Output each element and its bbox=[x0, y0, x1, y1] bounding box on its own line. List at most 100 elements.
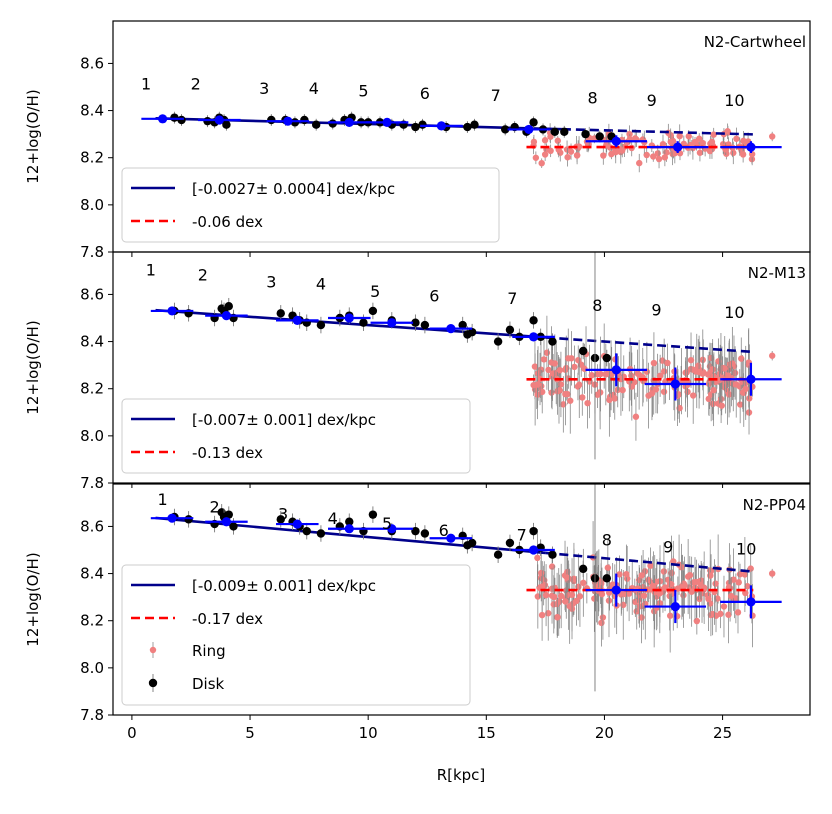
ring-point bbox=[530, 138, 538, 146]
disk-point bbox=[578, 346, 588, 356]
ring-number-label: 3 bbox=[266, 272, 276, 291]
ring-point bbox=[600, 152, 607, 159]
ring-point bbox=[695, 362, 702, 369]
ring-point bbox=[534, 593, 542, 600]
ring-point bbox=[719, 364, 726, 372]
panel-title: N2-PP04 bbox=[743, 496, 806, 514]
ring-point bbox=[548, 563, 556, 570]
ring-point bbox=[660, 388, 668, 395]
ring-number-label: 1 bbox=[158, 490, 168, 509]
ring-number-label: 2 bbox=[210, 497, 220, 516]
ring-number-label: 5 bbox=[358, 81, 368, 100]
ring-point bbox=[705, 595, 712, 603]
ring-point bbox=[768, 133, 776, 140]
ring-point bbox=[579, 394, 586, 401]
ring-number-label: 8 bbox=[588, 89, 598, 108]
disk-point bbox=[328, 119, 337, 128]
ring-point bbox=[597, 370, 604, 378]
ring-number-label: 5 bbox=[370, 282, 380, 301]
ring-point bbox=[616, 571, 623, 578]
y-tick-label: 8.4 bbox=[80, 102, 104, 120]
ring-point bbox=[740, 137, 747, 145]
disk-point bbox=[302, 526, 311, 536]
ring-point bbox=[687, 356, 695, 364]
disk-point bbox=[463, 122, 472, 132]
ring-point bbox=[542, 591, 550, 599]
ring-number-label: 10 bbox=[724, 303, 744, 322]
ring-point bbox=[731, 369, 739, 377]
ring-point bbox=[696, 595, 703, 603]
binned-point bbox=[524, 124, 534, 135]
x-tick-label: 25 bbox=[713, 724, 732, 742]
binned-point bbox=[167, 513, 177, 523]
ring-point bbox=[720, 603, 728, 610]
ring-point bbox=[573, 597, 580, 605]
disk-point bbox=[493, 337, 503, 346]
ring-point bbox=[725, 611, 732, 618]
ring-point bbox=[696, 149, 704, 156]
disk-point bbox=[501, 125, 510, 134]
ring-point bbox=[709, 366, 716, 373]
ring-point bbox=[541, 151, 549, 158]
y-tick-label: 8.4 bbox=[80, 565, 104, 583]
ring-point bbox=[656, 372, 664, 380]
disk-point bbox=[184, 515, 193, 524]
binned-point bbox=[746, 597, 756, 607]
ring-point bbox=[712, 580, 719, 587]
binned-points bbox=[150, 306, 782, 401]
ring-point bbox=[671, 150, 679, 157]
legend-ring-mean-label: -0.13 dex bbox=[192, 444, 263, 462]
disk-point bbox=[267, 115, 276, 125]
y-tick-label: 8.2 bbox=[80, 380, 104, 398]
ring-point bbox=[557, 592, 565, 600]
panels-group: 1 2 3 4 5 6 7 8 9 107.88.08.28.48.612+log(O/H)N2-… bbox=[24, 20, 811, 742]
binned-point bbox=[158, 114, 168, 124]
y-tick-label: 7.8 bbox=[80, 474, 104, 492]
binned-point bbox=[221, 311, 232, 321]
legend-fit-label: [-0.009± 0.001] dex/kpc bbox=[192, 577, 376, 595]
ring-point bbox=[541, 137, 549, 144]
ring-number-label: 7 bbox=[491, 86, 501, 105]
ring-point bbox=[562, 598, 569, 605]
binned-point bbox=[611, 136, 621, 146]
binned-point bbox=[528, 332, 539, 342]
binned-point bbox=[746, 374, 756, 384]
ring-point bbox=[741, 571, 749, 578]
ring-number-label: 1 bbox=[146, 261, 156, 280]
disk-point bbox=[316, 320, 326, 330]
ring-point bbox=[588, 372, 595, 379]
ring-point bbox=[628, 372, 635, 379]
ring-point bbox=[695, 368, 703, 376]
disk-point bbox=[467, 538, 477, 548]
ring-point bbox=[571, 363, 578, 371]
ring-point bbox=[742, 589, 749, 597]
panel-frame bbox=[112, 251, 811, 484]
ring-point bbox=[540, 356, 548, 363]
disk-point bbox=[411, 526, 420, 536]
ring-point bbox=[547, 133, 554, 140]
disk-point bbox=[578, 564, 588, 574]
ring-point bbox=[650, 153, 657, 160]
y-tick-label: 8.0 bbox=[80, 427, 104, 445]
binned-point bbox=[528, 545, 539, 555]
binned-points bbox=[150, 513, 782, 624]
ring-point bbox=[710, 386, 717, 394]
ring-point bbox=[689, 392, 697, 399]
disk-point bbox=[420, 529, 430, 538]
ring-number-label: 4 bbox=[328, 509, 338, 528]
ring-point bbox=[714, 595, 721, 602]
binned-point bbox=[283, 116, 293, 126]
ring-point bbox=[545, 610, 552, 617]
ring-point bbox=[650, 359, 658, 367]
ring-point bbox=[736, 401, 744, 408]
ring-number-label: 9 bbox=[647, 91, 657, 110]
ring-point bbox=[606, 396, 613, 404]
disk-point bbox=[505, 538, 515, 548]
panel-1: 1 2 3 4 5 6 7 8 9 10 7.8 8.0 8.2 8.4 8.6 12+log(O/H) N2-… bbox=[24, 20, 811, 261]
disk-point bbox=[300, 115, 309, 125]
disk-point bbox=[311, 120, 321, 129]
ring-point bbox=[576, 381, 583, 388]
legend-ring-mean-label: -0.17 dex bbox=[192, 610, 263, 628]
disk-point bbox=[177, 115, 186, 125]
x-axis-label: R[kpc] bbox=[437, 766, 486, 784]
